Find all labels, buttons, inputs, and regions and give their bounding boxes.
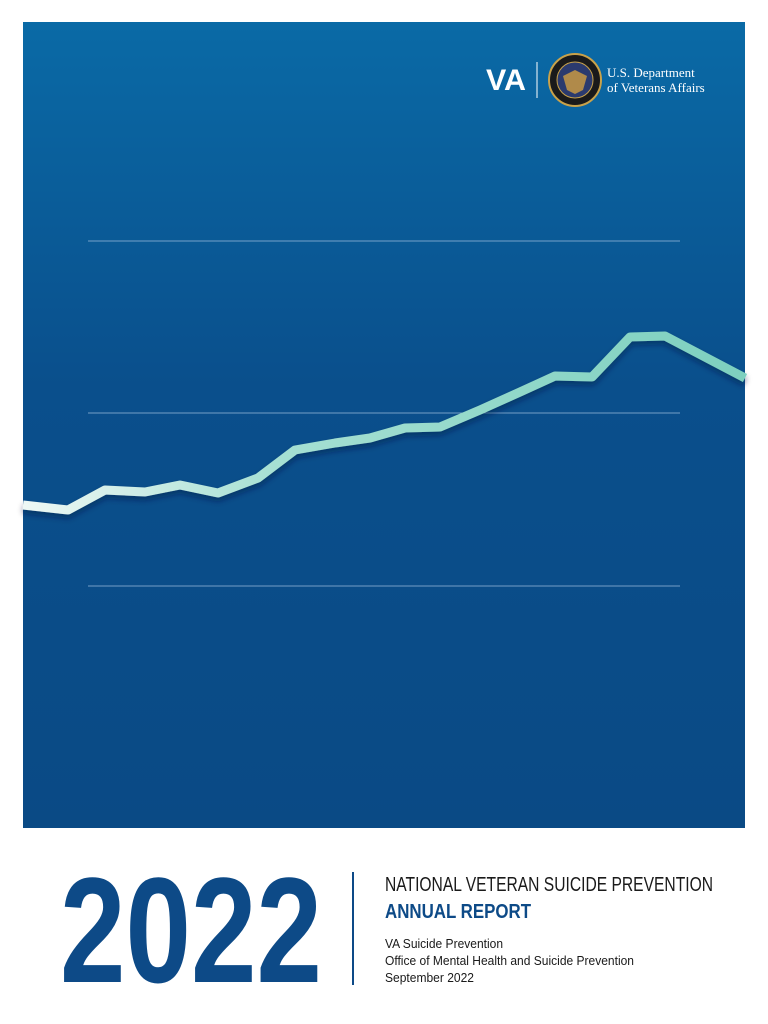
decorative-trend-line (22, 331, 748, 515)
detail-line: Office of Mental Health and Suicide Prev… (385, 954, 634, 968)
detail-line: VA Suicide Prevention (385, 937, 503, 951)
va-seal (548, 53, 602, 107)
department-name: of Veterans Affairs (607, 80, 705, 95)
report-year: 2022 (60, 846, 322, 1014)
cover-panel (23, 22, 745, 828)
detail-line: September 2022 (385, 971, 474, 985)
department-name: U.S. Department (607, 65, 695, 80)
va-logo: VA (486, 64, 526, 97)
report-title: NATIONAL VETERAN SUICIDE PREVENTION (385, 874, 713, 896)
report-subtitle: ANNUAL REPORT (385, 901, 531, 923)
decorative-lines (88, 240, 680, 587)
